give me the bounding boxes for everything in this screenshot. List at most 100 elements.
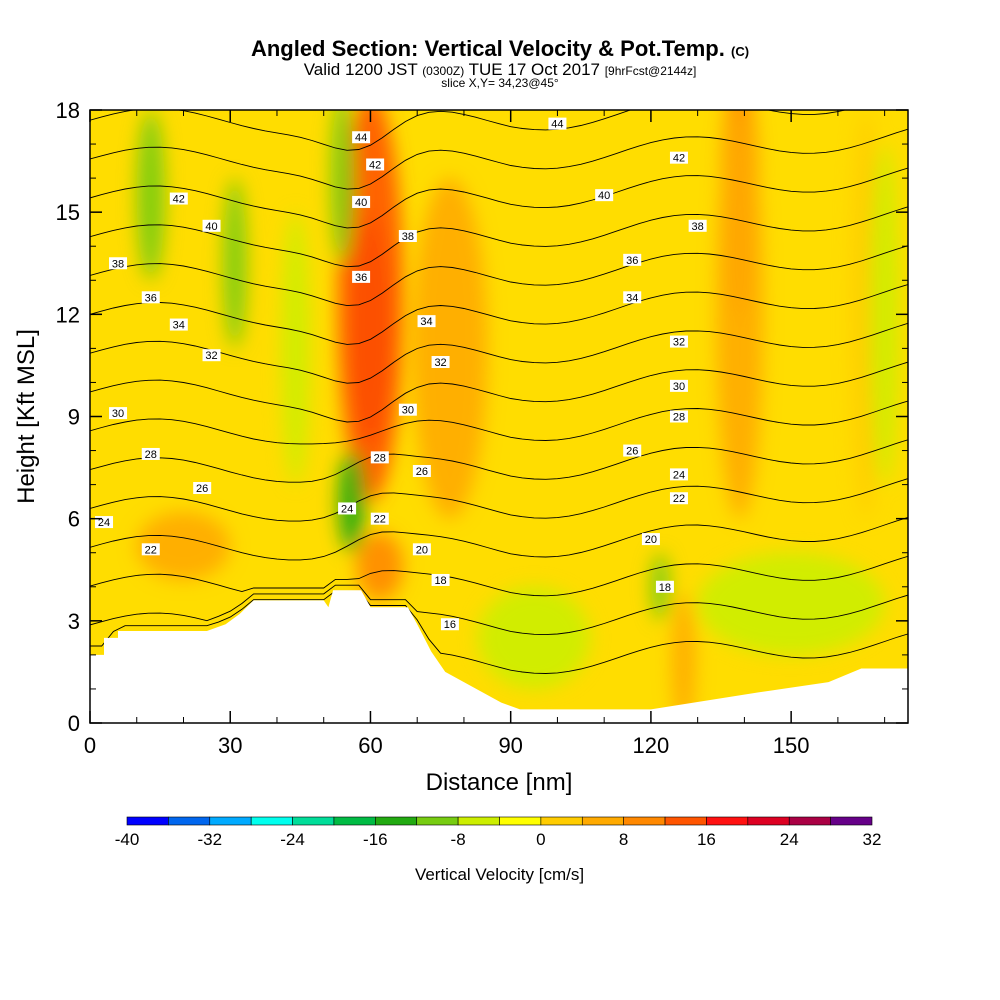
theta-label-38-0: 38 [109, 257, 128, 270]
velocity-downdraft-17 [870, 144, 899, 485]
colorbar-swatch-1 [168, 816, 211, 826]
colorbar-tick-label: 16 [697, 830, 716, 849]
theta-contour-38 [90, 206, 908, 268]
theta-label-bg [352, 131, 371, 144]
theta-contours [90, 110, 908, 674]
theta-label-bg [338, 502, 357, 515]
theta-label-text: 24 [98, 517, 110, 529]
theta-label-text: 32 [673, 337, 685, 349]
theta-contour-labels: 16 18 18 20 20 22 22 22 24 24 24 26 26 26 28 28 28 30 30 30… [95, 117, 707, 631]
theta-label-38-2: 38 [688, 219, 707, 233]
theta-label-text: 22 [145, 544, 157, 556]
theta-label-22-2: 22 [669, 492, 688, 505]
theta-label-24-1: 24 [338, 502, 357, 515]
theta-label-text: 30 [402, 405, 414, 417]
theta-label-bg [623, 291, 642, 304]
theta-label-bg [623, 253, 642, 266]
theta-label-bg [169, 318, 188, 331]
y-tick-label: 6 [68, 507, 80, 532]
velocity-downdraft-14 [477, 586, 591, 689]
theta-label-text: 18 [659, 582, 671, 594]
theta-label-bg [412, 464, 431, 477]
theta-label-text: 34 [420, 316, 432, 328]
colorbar-tick-label: -32 [197, 830, 222, 849]
theta-label-bg [669, 492, 688, 505]
theta-label-bg [595, 189, 614, 202]
theta-label-bg [398, 230, 417, 243]
theta-label-text: 32 [434, 357, 446, 369]
theta-label-26-1: 26 [412, 464, 431, 478]
theta-label-text: 36 [355, 272, 367, 284]
theta-label-text: 20 [416, 544, 428, 556]
x-tick-label: 30 [218, 733, 242, 758]
colorbar-tick-label: 8 [619, 830, 628, 849]
theta-label-bg [431, 573, 450, 586]
theta-label-bg [669, 410, 688, 423]
theta-contour-42 [90, 128, 908, 190]
velocity-updraft-8 [851, 110, 880, 519]
theta-label-bg [440, 618, 459, 631]
theta-label-bg [370, 512, 389, 525]
colorbar-tick-label: 0 [536, 830, 545, 849]
theta-label-bg [109, 257, 128, 270]
theta-label-40-0: 40 [202, 219, 221, 233]
theta-label-bg [169, 192, 188, 205]
colorbar-tick-label: -8 [451, 830, 466, 849]
theta-label-text: 40 [355, 197, 367, 209]
theta-label-text: 38 [692, 221, 704, 233]
theta-label-22-1: 22 [370, 512, 389, 526]
velocity-updraft-7 [671, 593, 696, 723]
theta-label-text: 30 [673, 381, 685, 393]
theta-contour-22 [90, 516, 908, 561]
theta-label-text: 24 [341, 503, 353, 515]
theta-label-34-2: 34 [623, 291, 642, 304]
theta-label-text: 42 [673, 153, 685, 165]
colorbar-tick-label: 24 [780, 830, 799, 849]
theta-label-bg [141, 543, 160, 556]
theta-label-bg [669, 335, 688, 348]
theta-label-text: 38 [402, 231, 414, 243]
theta-label-36-0: 36 [141, 291, 160, 304]
colorbar-label: Vertical Velocity [cm/s] [415, 865, 584, 884]
theta-label-text: 28 [374, 452, 386, 464]
velocity-downdraft-11 [136, 110, 165, 281]
theta-label-text: 26 [626, 446, 638, 458]
theta-label-30-1: 30 [398, 403, 417, 417]
colorbar-swatch-8 [457, 816, 500, 826]
theta-label-32-1: 32 [431, 356, 450, 369]
theta-label-20-0: 20 [412, 543, 431, 556]
theta-label-34-0: 34 [169, 318, 188, 332]
theta-label-text: 42 [369, 159, 381, 171]
theta-label-text: 36 [626, 255, 638, 267]
x-tick-label: 90 [498, 733, 522, 758]
y-tick-label: 15 [56, 200, 80, 225]
colorbar-tick-label: -24 [280, 830, 305, 849]
colorbar-swatch-11 [581, 816, 624, 826]
theta-label-text: 26 [196, 483, 208, 495]
theta-label-text: 16 [444, 619, 456, 631]
theta-contour-34 [90, 284, 908, 345]
y-tick-label: 9 [68, 405, 80, 430]
theta-label-text: 22 [374, 514, 386, 526]
theta-label-40-1: 40 [352, 195, 371, 209]
theta-label-text: 28 [145, 449, 157, 461]
plot-area: 16 18 18 20 20 22 22 22 24 24 24 26 26 26 28 28 28 30 30 30… [90, 110, 908, 723]
theta-contour-36 [90, 245, 908, 307]
theta-label-40-2: 40 [595, 189, 614, 202]
theta-label-28-2: 28 [669, 410, 688, 424]
velocity-updraft-5 [356, 532, 404, 601]
theta-label-text: 40 [598, 190, 610, 202]
theta-label-text: 34 [626, 292, 638, 304]
y-tick-label: 12 [56, 302, 80, 327]
theta-label-26-0: 26 [193, 482, 212, 495]
x-tick-label: 120 [633, 733, 670, 758]
colorbar-tick-label: 32 [863, 830, 882, 849]
theta-label-34-1: 34 [417, 315, 436, 328]
theta-contour-32 [90, 322, 908, 384]
theta-label-bg [202, 349, 221, 362]
theta-label-text: 26 [416, 466, 428, 478]
colorbar-swatch-9 [499, 816, 542, 826]
theta-label-30-0: 30 [109, 407, 128, 420]
y-tick-label: 3 [68, 609, 80, 634]
colorbar-swatch-5 [333, 816, 376, 826]
